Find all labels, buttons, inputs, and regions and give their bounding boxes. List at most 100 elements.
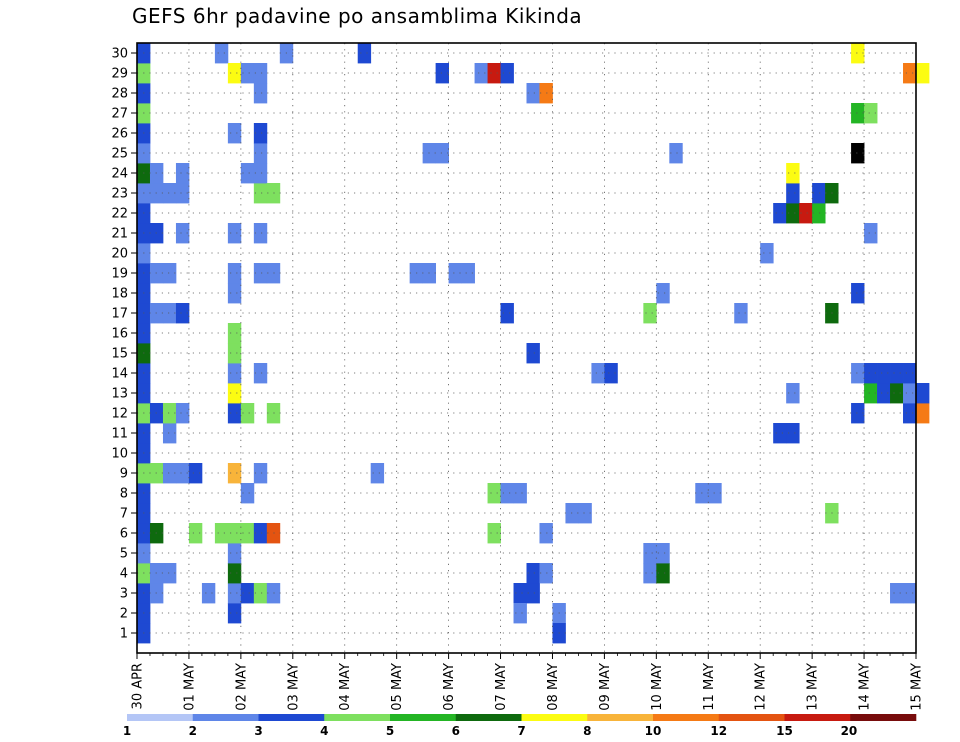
- heatmap-cell: [227, 123, 242, 144]
- heatmap-cell: [851, 283, 865, 304]
- heatmap-cell: [513, 603, 527, 624]
- heatmap-cell: [591, 363, 605, 384]
- heatmap-cell: [253, 263, 268, 284]
- heatmap-cell: [812, 203, 826, 224]
- heatmap-cell: [253, 363, 268, 384]
- heatmap-cell: [851, 143, 865, 164]
- y-tick-label: 4: [120, 567, 128, 582]
- heatmap-cell: [864, 363, 878, 384]
- heatmap-cell: [903, 383, 917, 404]
- y-tick-label: 21: [111, 227, 128, 242]
- heatmap-cell: [227, 63, 242, 84]
- heatmap-cell: [227, 563, 242, 584]
- heatmap-cell: [162, 403, 177, 424]
- x-tick-label: 04 MAY: [338, 663, 353, 711]
- heatmap-cell: [487, 523, 501, 544]
- heatmap-cell: [435, 63, 449, 84]
- heatmap-cell: [487, 483, 501, 504]
- heatmap-cell: [526, 583, 540, 604]
- y-axis: 1234567891011121314151617181920212223242…: [111, 47, 137, 642]
- heatmap-cell: [734, 303, 748, 324]
- legend-label: 5: [386, 724, 394, 738]
- legend-label: 7: [517, 724, 525, 738]
- heatmap-cell: [851, 403, 865, 424]
- heatmap-cell: [903, 403, 917, 424]
- x-tick-label: 30 APR: [131, 663, 146, 709]
- legend-swatch: [850, 714, 917, 721]
- heatmap-cell: [162, 423, 177, 444]
- grid-lines: [137, 43, 916, 653]
- heatmap-cell: [474, 63, 488, 84]
- y-tick-label: 8: [120, 487, 128, 502]
- heatmap-cell: [656, 563, 670, 584]
- heatmap-cell: [162, 183, 177, 204]
- y-tick-label: 7: [120, 507, 128, 522]
- heatmap-cell: [786, 383, 800, 404]
- heatmap-cell: [500, 63, 514, 84]
- heatmap-cell: [799, 203, 813, 224]
- x-tick-label: 14 MAY: [858, 663, 873, 711]
- heatmap-cell: [253, 463, 268, 484]
- heatmap-cell: [890, 583, 904, 604]
- y-tick-label: 29: [111, 67, 128, 82]
- heatmap-cell: [500, 303, 514, 324]
- heatmap-cell: [708, 483, 722, 504]
- heatmap-cell: [201, 583, 216, 604]
- heatmap-cell: [604, 363, 618, 384]
- heatmap-cell: [916, 403, 930, 424]
- heatmap-cell: [643, 303, 657, 324]
- heatmap-cell: [435, 143, 449, 164]
- heatmap-cell: [188, 463, 203, 484]
- heatmap-cell: [851, 103, 865, 124]
- y-tick-label: 5: [120, 547, 128, 562]
- heatmap-cell: [526, 563, 540, 584]
- heatmap-cell: [526, 83, 540, 104]
- legend-swatch: [324, 714, 391, 721]
- heatmap-cell: [487, 63, 501, 84]
- legend-label: 10: [645, 724, 662, 738]
- heatmap-cell: [916, 63, 930, 84]
- x-tick-label: 06 MAY: [442, 663, 457, 711]
- x-tick-label: 08 MAY: [546, 663, 561, 711]
- heatmap-cell: [253, 223, 268, 244]
- legend-label: 4: [320, 724, 328, 738]
- y-tick-label: 3: [120, 587, 128, 602]
- heatmap-cell: [175, 183, 190, 204]
- heatmap-cell: [357, 43, 372, 64]
- heatmap-cell: [227, 343, 242, 364]
- y-tick-label: 30: [111, 47, 128, 62]
- heatmap-cell: [253, 123, 268, 144]
- y-tick-label: 2: [120, 607, 128, 622]
- heatmap-cell: [175, 303, 190, 324]
- y-tick-label: 24: [111, 167, 128, 182]
- legend-label: 1: [123, 724, 131, 738]
- heatmap-cell: [240, 403, 255, 424]
- heatmap-cell: [175, 163, 190, 184]
- legend-swatch: [390, 714, 457, 721]
- heatmap-cell: [539, 83, 553, 104]
- y-tick-label: 25: [111, 147, 128, 162]
- legend-label: 2: [189, 724, 197, 738]
- y-tick-label: 13: [111, 387, 128, 402]
- heatmap-cell: [851, 43, 865, 64]
- y-tick-label: 16: [111, 327, 128, 342]
- heatmap-cell: [877, 363, 891, 384]
- x-tick-label: 03 MAY: [286, 663, 301, 711]
- heatmap-cell: [227, 463, 242, 484]
- heatmap-cell: [227, 523, 242, 544]
- heatmap-cell: [539, 523, 553, 544]
- heatmap-cell: [877, 383, 891, 404]
- legend-label: 6: [452, 724, 460, 738]
- x-tick-label: 09 MAY: [598, 663, 613, 711]
- y-tick-label: 19: [111, 267, 128, 282]
- heatmap-cell: [227, 583, 242, 604]
- y-tick-label: 12: [111, 407, 128, 422]
- heatmap-cell: [162, 563, 177, 584]
- heatmap-cell: [669, 143, 683, 164]
- heatmap-cell: [253, 63, 268, 84]
- x-tick-label: 07 MAY: [494, 663, 509, 711]
- x-tick-label: 15 MAY: [910, 663, 925, 711]
- legend-swatch: [127, 714, 194, 721]
- heatmap-cell: [448, 263, 462, 284]
